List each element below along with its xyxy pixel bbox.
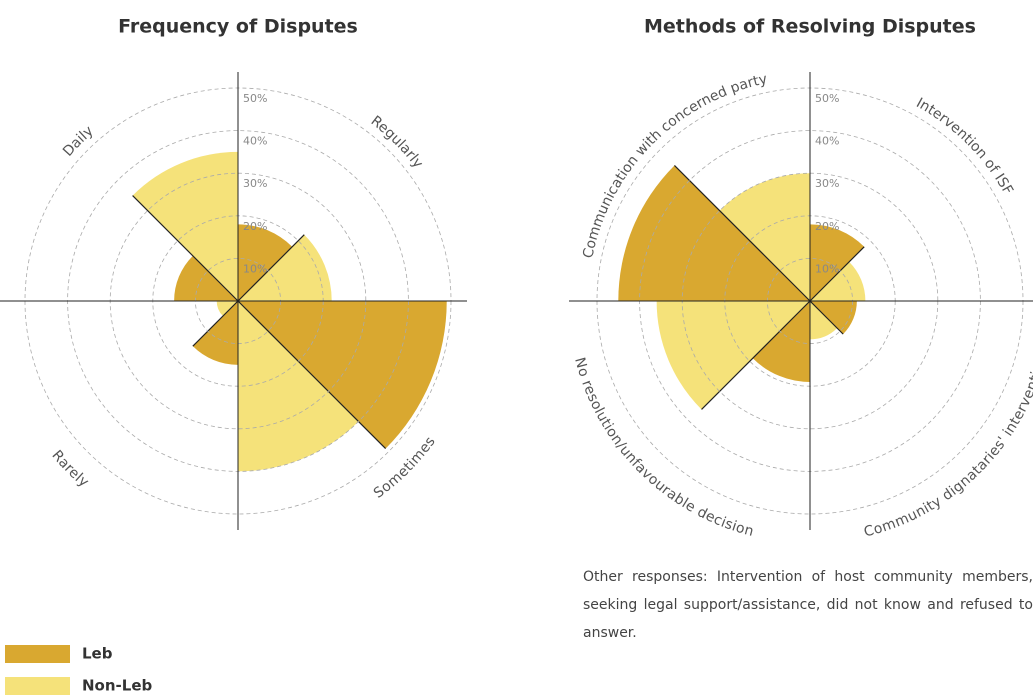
category-label: Daily (60, 123, 97, 160)
wedge (238, 234, 332, 301)
tick-label: 40% (243, 135, 267, 148)
tick-label: 10% (815, 262, 839, 275)
chart-title: Methods of Resolving Disputes (644, 16, 976, 38)
legend-swatch (5, 677, 70, 695)
wedge-divider (132, 195, 239, 302)
wedge-divider (809, 246, 865, 302)
tick-label: 40% (815, 135, 839, 148)
wedge (132, 151, 238, 301)
wedge (174, 255, 238, 301)
annotation: Other responses: Intervention of host co… (583, 569, 1033, 641)
category-label-text: Community dignataries' intervention (862, 353, 1033, 540)
wedge-divider (701, 300, 811, 410)
wedge (752, 301, 810, 382)
wedge (238, 224, 293, 301)
category-label: Intervention of ISF (913, 95, 1015, 197)
tick-label: 30% (243, 177, 267, 190)
chart-title: Frequency of Disputes (118, 16, 358, 38)
legend-swatch (5, 645, 70, 663)
category-label: Community dignataries' intervention (862, 353, 1033, 540)
wedge (810, 261, 866, 301)
tick-label: 30% (815, 177, 839, 190)
wedge-divider (192, 300, 239, 347)
legend-label: Non-Leb (82, 677, 152, 695)
tick-label: 50% (815, 92, 839, 105)
category-label-text: Regularly (368, 113, 426, 171)
category-label-text: Rarely (49, 447, 92, 490)
wedge-divider (237, 300, 387, 450)
tick-label: 10% (243, 262, 267, 275)
wedge (810, 224, 865, 301)
wedge (810, 301, 857, 335)
tick-label: 50% (243, 92, 267, 105)
wedge-divider (237, 234, 305, 302)
wedge (719, 173, 810, 301)
wedge-divider (674, 165, 811, 302)
category-label: Rarely (49, 447, 92, 490)
wedge (810, 301, 838, 340)
wedge-divider (809, 300, 844, 335)
wedge (656, 301, 810, 410)
wedge (618, 165, 810, 301)
tick-label: 20% (815, 220, 839, 233)
wedge (216, 301, 238, 317)
category-label-text: Daily (60, 123, 97, 160)
tick-label: 20% (243, 220, 267, 233)
category-label-text: Intervention of ISF (913, 95, 1015, 197)
category-label: Regularly (368, 113, 426, 171)
wedge (238, 301, 359, 472)
legend-label: Leb (82, 645, 113, 663)
wedge (192, 301, 238, 365)
